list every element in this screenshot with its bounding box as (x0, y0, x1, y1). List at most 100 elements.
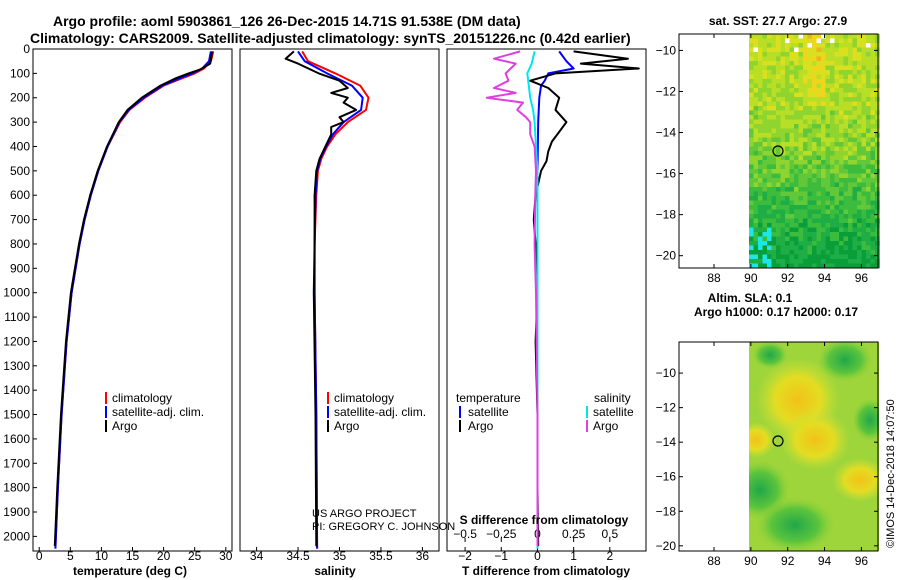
sst-pixel (753, 101, 759, 107)
latitude-tick-label: −14 (656, 435, 677, 449)
sst-pixel (875, 61, 880, 66)
sst-pixel (816, 227, 822, 233)
sst-pixel (861, 92, 867, 98)
sst-pixel (830, 47, 835, 53)
sst-pixel (825, 263, 831, 269)
sst-pixel (830, 227, 835, 233)
sst-pixel (771, 205, 777, 210)
sst-pixel (767, 34, 772, 39)
sst-pixel (848, 106, 853, 111)
sst-pixel (816, 133, 822, 138)
sst-pixel (875, 146, 880, 152)
sst-pixel (776, 232, 781, 237)
sst-pixel (798, 245, 804, 251)
sst-pixel (843, 142, 849, 147)
sst-pixel (780, 245, 786, 251)
sst-pixel (807, 169, 813, 174)
sst-pixel (807, 236, 813, 242)
sst-pixel (816, 209, 822, 215)
sst-pixel (848, 209, 853, 215)
sst-pixel (758, 133, 763, 138)
sst-pixel (825, 223, 831, 228)
sst-pixel (789, 250, 795, 255)
sst-pixel (857, 128, 862, 134)
sst-pixel (834, 34, 840, 39)
sst-pixel (794, 218, 799, 224)
sst-pixel (762, 254, 768, 260)
sst-pixel (843, 88, 849, 93)
sst-pixel (758, 38, 763, 44)
sst-pixel (753, 160, 759, 165)
sst-pixel (830, 124, 835, 129)
sst-pixel (866, 236, 871, 242)
sst-pixel (870, 205, 876, 210)
sst-pixel (771, 209, 777, 215)
sst-pixel (857, 43, 862, 48)
sst-pixel (812, 128, 817, 134)
sst-pixel (758, 142, 763, 147)
sst-pixel (785, 142, 790, 147)
sst-pixel (794, 70, 799, 75)
longitude-tick-label: 90 (744, 554, 758, 568)
sst-pixel (816, 110, 822, 116)
sst-pixel (839, 61, 844, 66)
sst-pixel (870, 83, 876, 89)
sst-pixel (825, 124, 831, 129)
sst-pixel (798, 97, 804, 102)
sst-pixel (803, 128, 808, 134)
sst-pixel (753, 128, 759, 134)
sst-pixel (785, 61, 790, 66)
sst-pixel (780, 70, 786, 75)
sst-pixel (852, 119, 858, 125)
sst-pixel (816, 196, 822, 201)
sst-pixel (839, 70, 844, 75)
sla-map: Altim. SLA: 0.1 Argo h1000: 0.17 h2000: … (656, 291, 879, 568)
sst-pixel (825, 241, 831, 246)
sst-pixel (857, 52, 862, 57)
sst-pixel (812, 83, 817, 89)
sst-pixel (812, 250, 817, 255)
sst-pixel (812, 88, 817, 93)
sst-pixel (866, 38, 871, 44)
sst-pixel (762, 52, 768, 57)
sst-pixel (857, 187, 862, 192)
sst-pixel (753, 187, 759, 192)
sst-pixel (780, 200, 786, 206)
sst-pixel (875, 223, 880, 228)
sst-pixel (767, 79, 772, 84)
sst-pixel (866, 227, 871, 233)
sst-pixel (749, 65, 754, 71)
sst-pixel (816, 241, 822, 246)
sst-pixel (807, 97, 813, 102)
sst-pixel (861, 70, 867, 75)
sst-pixel (861, 133, 867, 138)
sst-pixel (785, 187, 790, 192)
sst-pixel (807, 74, 813, 80)
legend-label-satellite: satellite-adj. clim. (112, 405, 204, 419)
sst-pixel (798, 79, 804, 84)
sst-pixel (798, 146, 804, 152)
sst-pixel (794, 241, 799, 246)
sst-pixel (861, 227, 867, 233)
sst-pixel (785, 173, 790, 179)
sst-pixel (780, 124, 786, 129)
sst-pixel (861, 169, 867, 174)
sst-pixel (798, 259, 804, 264)
sst-pixel (762, 182, 768, 188)
sst-pixel (771, 133, 777, 138)
sst-pixel (771, 227, 777, 233)
sst-pixel (789, 227, 795, 233)
sst-pixel (771, 254, 777, 260)
sst-pixel (857, 61, 862, 66)
sst-pixel (762, 128, 768, 134)
sst-pixel (834, 47, 840, 53)
sst-pixel (870, 52, 876, 57)
sst-pixel (812, 61, 817, 66)
sst-pixel (834, 115, 840, 120)
temperature-panel: 0100200300400500600700800900100011001200… (3, 42, 232, 578)
sst-pixel (834, 119, 840, 125)
sst-pixel (821, 191, 826, 197)
sst-pixel (875, 214, 880, 219)
sst-pixel (753, 119, 759, 125)
sst-pixel (807, 128, 813, 134)
